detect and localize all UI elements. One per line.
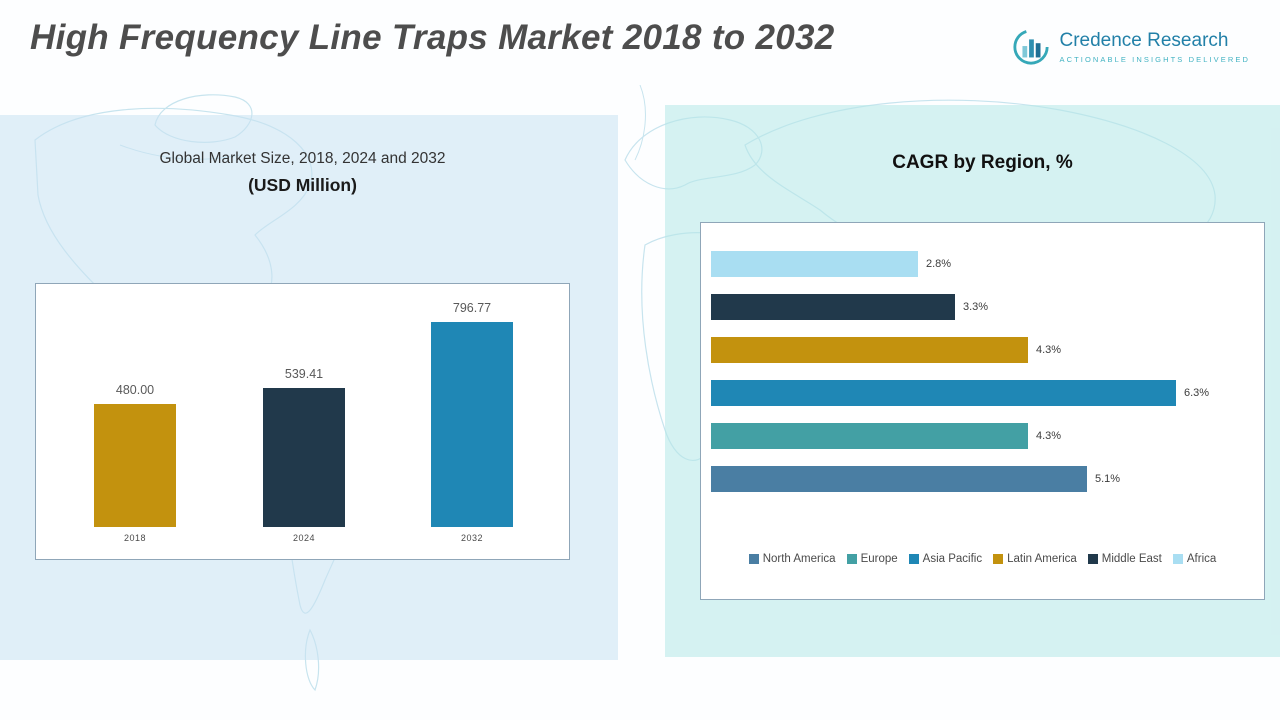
brand-logo: Credence Research Actionable Insights De… xyxy=(1012,28,1250,66)
market-bar-value: 480.00 xyxy=(115,383,155,397)
cagr-bar xyxy=(711,466,1087,492)
market-bar xyxy=(263,388,345,527)
legend-swatch xyxy=(1087,554,1098,564)
cagr-bar xyxy=(711,380,1176,406)
legend-swatch xyxy=(748,554,759,564)
market-bar xyxy=(431,322,513,527)
legend-swatch xyxy=(846,554,857,564)
legend-item: Middle East xyxy=(1087,553,1162,565)
market-chart-title: Global Market Size, 2018, 2024 and 2032 xyxy=(159,150,446,167)
legend-label: Asia Pacific xyxy=(922,553,983,565)
brand-name: Credence Research xyxy=(1059,30,1229,51)
cagr-bar-value: 5.1% xyxy=(1095,473,1121,485)
market-bar-category: 2024 xyxy=(292,533,316,543)
cagr-bar-value: 3.3% xyxy=(963,301,989,313)
market-bar-group: 539.41 2024 xyxy=(263,367,345,543)
cagr-bar-row: 6.3% xyxy=(711,380,1254,406)
market-bar-category: 2032 xyxy=(460,533,484,543)
bar-chart-logo-icon xyxy=(1013,29,1050,65)
legend-swatch xyxy=(993,554,1004,564)
cagr-bar-value: 6.3% xyxy=(1184,387,1210,399)
market-size-chart: 480.00 2018 539.41 2024 796.77 2032 xyxy=(35,283,570,560)
legend-item: Asia Pacific xyxy=(908,553,983,565)
legend-label: North America xyxy=(762,553,836,565)
market-bar-category: 2018 xyxy=(123,533,147,543)
legend-item: Latin America xyxy=(993,553,1077,565)
cagr-bar-value: 4.3% xyxy=(1036,430,1062,442)
cagr-bar xyxy=(711,337,1028,363)
cagr-bar-row: 5.1% xyxy=(711,466,1254,492)
legend-swatch xyxy=(1172,554,1183,564)
legend-item: Europe xyxy=(846,553,898,565)
legend-label: Europe xyxy=(860,553,898,565)
cagr-bar xyxy=(711,294,955,320)
market-bars-plot-area: 480.00 2018 539.41 2024 796.77 2032 xyxy=(36,284,569,559)
brand-tagline: Actionable Insights Delivered xyxy=(1059,55,1250,64)
cagr-chart: 2.8% 3.3% 4.3% 6.3% 4.3% 5.1% North America Eu… xyxy=(700,222,1265,600)
legend-item: North America xyxy=(748,553,836,565)
legend-label: Middle East xyxy=(1101,553,1162,565)
page-title: High Frequency Line Traps Market 2018 to… xyxy=(30,18,835,57)
market-bar-value: 796.77 xyxy=(452,301,492,315)
cagr-bar-row: 3.3% xyxy=(711,294,1254,320)
legend-label: Latin America xyxy=(1007,553,1077,565)
cagr-bar-value: 2.8% xyxy=(926,258,952,270)
legend-item: Africa xyxy=(1172,553,1217,565)
cagr-bar xyxy=(711,251,918,277)
market-bar-value: 539.41 xyxy=(284,367,324,381)
brand-logo-text: Credence Research Actionable Insights De… xyxy=(1059,30,1250,64)
cagr-bar-row: 4.3% xyxy=(711,423,1254,449)
cagr-bar xyxy=(711,423,1028,449)
legend-label: Africa xyxy=(1186,553,1217,565)
cagr-legend: North America Europe Asia Pacific Latin Ame… xyxy=(701,553,1264,565)
cagr-bar-value: 4.3% xyxy=(1036,344,1062,356)
cagr-bar-row: 4.3% xyxy=(711,337,1254,363)
market-bar-group: 796.77 2032 xyxy=(431,301,513,543)
cagr-bars-plot-area: 2.8% 3.3% 4.3% 6.3% 4.3% 5.1% xyxy=(711,251,1254,509)
market-bar-group: 480.00 2018 xyxy=(94,383,176,543)
legend-swatch xyxy=(908,554,919,564)
cagr-bar-row: 2.8% xyxy=(711,251,1254,277)
market-chart-subtitle: (USD Million) xyxy=(248,175,357,195)
cagr-chart-title: CAGR by Region, % xyxy=(892,152,1073,173)
market-bar xyxy=(94,404,176,527)
